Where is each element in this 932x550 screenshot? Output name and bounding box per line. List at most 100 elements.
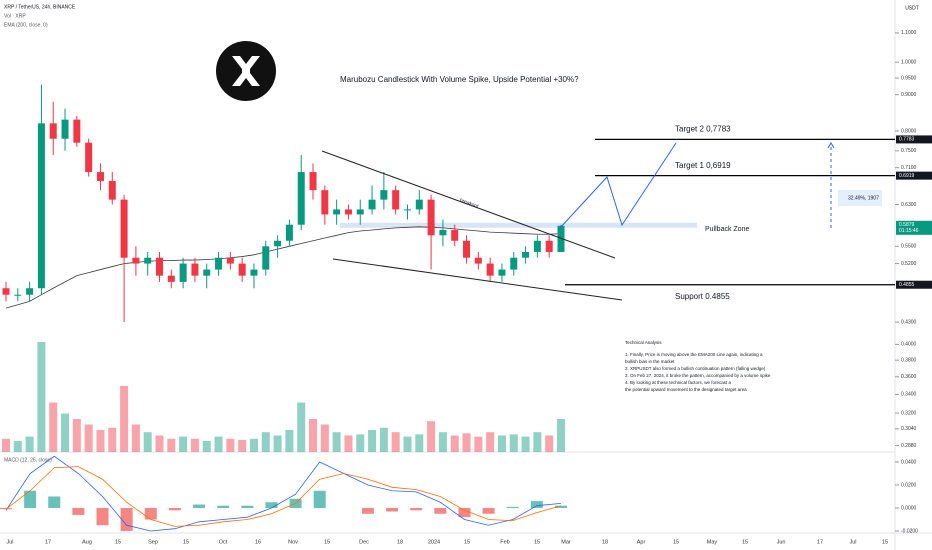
candle-body [403, 209, 411, 211]
x-tick-label: Sep [148, 539, 158, 545]
volume-bar [49, 402, 58, 452]
candle-body [522, 251, 530, 258]
candle-body [439, 229, 447, 236]
note-line: 4. By looking at these technical factors… [625, 380, 732, 385]
note-line: Technical Analysis [625, 340, 662, 345]
wedge-lower [332, 258, 623, 301]
candle-body [545, 240, 553, 252]
volume-bar [13, 441, 22, 452]
volume-bar [509, 434, 518, 452]
volume-bar [202, 441, 211, 452]
volume-bar [297, 402, 306, 452]
level-price-box [896, 280, 932, 289]
volume-bar [533, 432, 542, 452]
volume-bar [214, 436, 223, 452]
y-tick-label: 1.1000 [901, 30, 917, 36]
note-line: 3. On Feb 27, 2024, it broke the pattern… [625, 373, 771, 378]
y-tick-label: 0.3040 [901, 426, 917, 432]
volume-bar [344, 435, 353, 452]
volume-bar [108, 427, 117, 452]
macd-histogram-bar [313, 490, 326, 509]
x-tick-label: May [707, 539, 718, 545]
header-ema: EMA (200, close, 0) [4, 22, 48, 28]
pullback-zone [340, 222, 697, 228]
candle-body [498, 269, 506, 276]
volume-bar [368, 430, 377, 452]
volume-bar [261, 432, 270, 452]
x-tick-label: 15 [673, 539, 679, 545]
volume-bar [179, 436, 188, 452]
macd-histogram-bar [48, 496, 61, 509]
candle-body [356, 209, 364, 215]
candle-body [215, 257, 223, 270]
volume-bar [356, 434, 365, 452]
volume-bar [438, 432, 447, 452]
candle-body [380, 190, 388, 200]
volume-bar [415, 434, 424, 452]
candle-body [96, 172, 104, 181]
volume-bar [486, 432, 495, 452]
y-tick-label: 1.0000 [901, 60, 917, 66]
header-symbol: XRP / TetherUS, 24h, BINANCE [4, 4, 76, 10]
y-tick-label: 0.9500 [901, 75, 917, 81]
volume-bar [190, 438, 199, 452]
volume-bar [249, 438, 258, 452]
volume-bar [450, 435, 459, 452]
candle-body [392, 190, 400, 210]
level-price: 0.7783 [899, 137, 915, 143]
candle-body [344, 209, 352, 215]
volume-bar [285, 430, 294, 452]
candle-body [85, 142, 93, 173]
candle-body [26, 288, 34, 295]
y-tick-label: 0.3200 [901, 410, 917, 416]
candle-body [297, 172, 305, 225]
candle-body [226, 257, 234, 264]
y-tick-label: 0.6300 [901, 202, 917, 208]
macd-histogram-bar [434, 508, 447, 514]
volume-bar [238, 439, 247, 452]
candle-body [309, 172, 317, 191]
candle-body [533, 240, 541, 252]
macd-line [5, 455, 562, 532]
zone-label: Pullback Zone [705, 226, 749, 233]
x-tick-label: 16 [255, 539, 261, 545]
candle-body [144, 257, 152, 264]
volume-bar [273, 435, 282, 452]
note-line: 2. XRPUSDT also formed a bullish continu… [625, 366, 766, 371]
macd-histogram-bar [0, 508, 12, 510]
macd-histogram-bar [265, 502, 278, 509]
volume-bar [332, 432, 341, 452]
y-tick-label: 0.3400 [901, 392, 917, 398]
current-price-box [896, 220, 932, 235]
candle-body [427, 199, 435, 236]
x-tick-label: 15 [742, 539, 748, 545]
candle-body [415, 199, 423, 210]
x-tick-label: 15 [882, 539, 888, 545]
y-tick-label: 0.5200 [901, 261, 917, 267]
candle-body [73, 119, 81, 143]
x-tick-label: 17 [45, 539, 51, 545]
volume-bar [403, 436, 412, 452]
projection-path [559, 142, 677, 229]
macd-histogram-bar [217, 505, 230, 509]
x-tick-label: 15 [534, 539, 540, 545]
candle-body [510, 257, 518, 270]
y-tick-label: 0.5500 [901, 244, 917, 250]
measure-arrowhead [827, 142, 835, 149]
volume-bar [120, 386, 129, 452]
candle-body [61, 119, 69, 139]
macd-histogram-bar [458, 508, 471, 518]
macd-histogram-bar [506, 506, 519, 509]
volume-bar [131, 424, 140, 452]
macd-histogram-bar [361, 508, 374, 514]
candle-body [285, 224, 293, 241]
candle-body [14, 294, 22, 296]
candle-body [262, 246, 270, 270]
y-tick-label: 0.2880 [901, 443, 917, 449]
candle-body [203, 269, 211, 276]
level-label: Target 2 0,7783 [675, 125, 731, 134]
level-price-box [896, 171, 932, 180]
macd-histogram-bar [96, 508, 109, 526]
